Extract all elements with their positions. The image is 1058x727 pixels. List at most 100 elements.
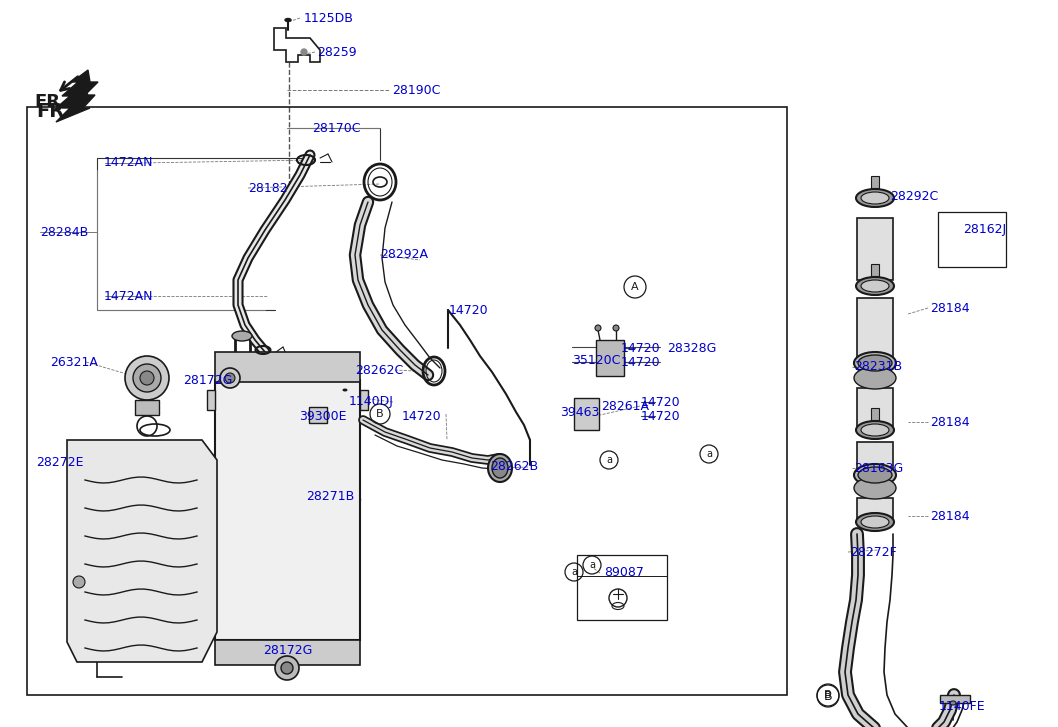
Text: 39300E: 39300E [299, 409, 347, 422]
Ellipse shape [856, 277, 894, 295]
Bar [207, 390, 215, 410]
Text: 28184: 28184 [930, 416, 969, 428]
Bar [857, 218, 893, 280]
Bar [871, 264, 879, 276]
Text: 39463: 39463 [560, 406, 600, 419]
Text: 28328G: 28328G [667, 342, 716, 355]
Text: B: B [377, 409, 384, 419]
Ellipse shape [343, 388, 347, 392]
Text: 14720: 14720 [641, 409, 680, 422]
Text: 28184: 28184 [930, 302, 969, 315]
Ellipse shape [488, 454, 512, 482]
Circle shape [73, 576, 85, 588]
Ellipse shape [232, 331, 252, 341]
Text: 14720: 14720 [621, 342, 660, 355]
Text: 28162J: 28162J [963, 223, 1006, 236]
Bar [871, 176, 879, 188]
Bar [574, 398, 599, 430]
Ellipse shape [861, 280, 889, 292]
Text: 28261A: 28261A [601, 400, 649, 412]
Text: 14720: 14720 [449, 303, 489, 316]
Circle shape [281, 662, 293, 674]
Bar [28, 107, 787, 695]
Text: 1472AN: 1472AN [104, 156, 153, 169]
Ellipse shape [858, 467, 892, 483]
Bar [938, 212, 1006, 267]
Text: 28292A: 28292A [380, 249, 428, 262]
Ellipse shape [856, 421, 894, 439]
Circle shape [133, 364, 161, 392]
Circle shape [220, 368, 240, 388]
Text: 28272F: 28272F [850, 545, 897, 558]
Text: 28172G: 28172G [183, 374, 233, 387]
Bar [577, 555, 667, 620]
Bar [857, 388, 893, 426]
Text: 89087: 89087 [604, 566, 644, 579]
Ellipse shape [854, 477, 896, 499]
Polygon shape [56, 85, 95, 122]
Bar [871, 408, 879, 420]
Text: FR.: FR. [36, 102, 72, 121]
Text: 35120C: 35120C [572, 353, 620, 366]
Text: 14720: 14720 [621, 356, 660, 369]
Text: 28262B: 28262B [490, 460, 539, 473]
Text: 28262C: 28262C [355, 364, 403, 377]
Text: 28271B: 28271B [306, 491, 354, 504]
Bar [309, 407, 327, 423]
Ellipse shape [854, 352, 896, 374]
Text: 1472AN: 1472AN [104, 289, 153, 302]
Text: 28292C: 28292C [890, 190, 938, 203]
Text: B: B [824, 689, 833, 702]
Text: a: a [589, 560, 595, 570]
Ellipse shape [858, 355, 892, 371]
Ellipse shape [492, 458, 508, 478]
Text: 1140DJ: 1140DJ [349, 395, 394, 409]
Text: 28190C: 28190C [393, 84, 440, 97]
Circle shape [300, 49, 307, 55]
Text: 28231B: 28231B [854, 361, 902, 374]
Ellipse shape [861, 192, 889, 204]
Bar [215, 640, 360, 665]
Text: 28172G: 28172G [263, 643, 312, 656]
Circle shape [225, 373, 235, 383]
Text: 28163G: 28163G [854, 462, 904, 475]
Circle shape [140, 371, 154, 385]
Text: 1140FE: 1140FE [940, 699, 986, 712]
Ellipse shape [861, 424, 889, 436]
Text: 14720: 14720 [641, 395, 680, 409]
Ellipse shape [861, 516, 889, 528]
Text: 1125DB: 1125DB [304, 12, 353, 25]
Bar [857, 498, 893, 520]
Bar [857, 298, 893, 360]
Bar [857, 442, 893, 472]
Ellipse shape [854, 367, 896, 389]
Ellipse shape [285, 18, 291, 22]
Bar [135, 400, 159, 415]
Bar [940, 695, 970, 703]
Text: 28182: 28182 [248, 182, 288, 195]
Ellipse shape [854, 464, 896, 486]
Bar [215, 380, 360, 640]
Text: a: a [571, 567, 577, 577]
Text: 28170C: 28170C [312, 121, 361, 134]
Bar [360, 390, 368, 410]
Circle shape [595, 325, 601, 331]
Ellipse shape [856, 189, 894, 207]
Text: 28259: 28259 [317, 46, 357, 58]
Text: 28184: 28184 [930, 510, 969, 523]
Text: FR.: FR. [34, 93, 68, 111]
Bar [215, 352, 360, 382]
Text: 28272E: 28272E [36, 457, 84, 470]
Text: B: B [824, 690, 832, 700]
Text: 26321A: 26321A [50, 356, 98, 369]
Ellipse shape [950, 701, 956, 705]
Text: a: a [606, 455, 612, 465]
Circle shape [275, 656, 299, 680]
Circle shape [125, 356, 169, 400]
Bar [596, 340, 624, 376]
Ellipse shape [856, 513, 894, 531]
Text: 28284B: 28284B [40, 225, 88, 238]
Polygon shape [54, 70, 98, 110]
Text: a: a [706, 449, 712, 459]
Circle shape [613, 325, 619, 331]
